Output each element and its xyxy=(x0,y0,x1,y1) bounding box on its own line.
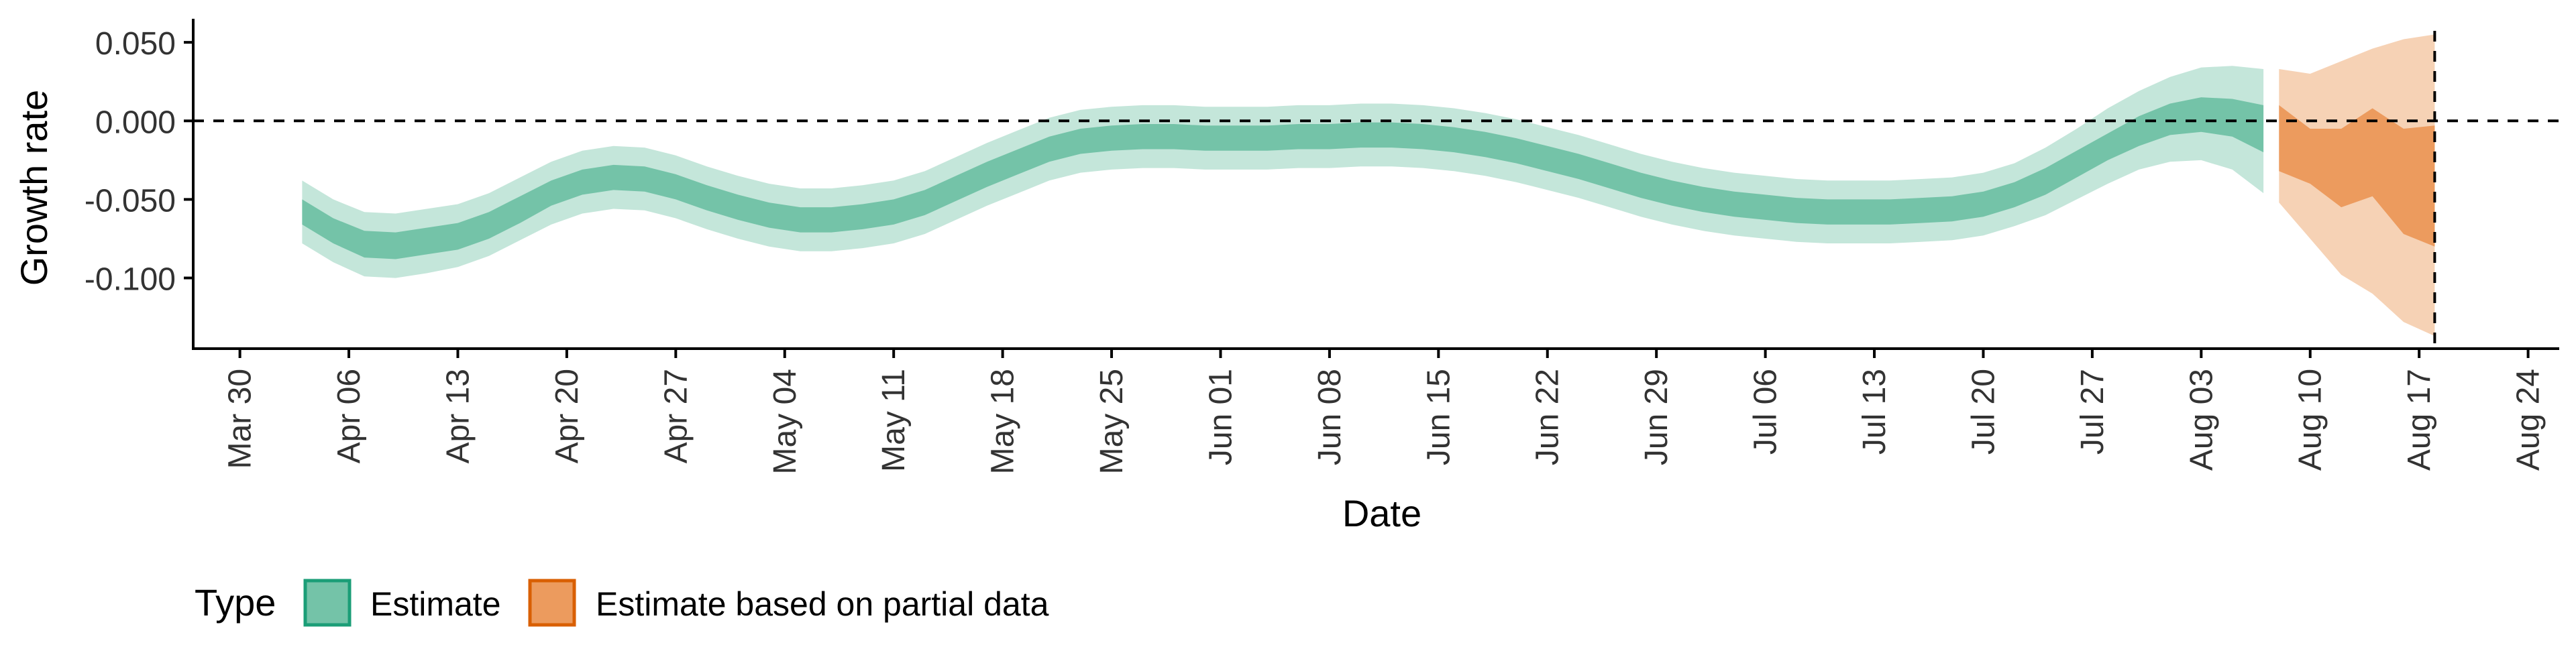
x-tick-label: Aug 17 xyxy=(2402,369,2437,471)
x-tick-label: Mar 30 xyxy=(223,369,258,469)
x-tick-label: May 11 xyxy=(876,369,912,472)
x-tick-label: Aug 10 xyxy=(2293,369,2328,471)
legend: Type Estimate Estimate based on partial … xyxy=(195,579,1049,627)
x-tick-label: Apr 13 xyxy=(441,369,476,463)
x-axis-label: Date xyxy=(1342,492,1421,534)
y-axis-label: Growth rate xyxy=(13,90,55,286)
y-tick-label: -0.100 xyxy=(85,262,176,298)
reference-lines xyxy=(193,31,2559,349)
x-tick-label: May 18 xyxy=(985,369,1021,474)
x-tick-label: Jun 15 xyxy=(1421,369,1456,465)
x-tick-label: May 04 xyxy=(767,369,803,474)
x-tick-label: Jul 06 xyxy=(1748,369,1784,455)
x-tick-label: Jun 29 xyxy=(1639,369,1674,465)
x-tick-label: Jul 20 xyxy=(1966,369,2002,455)
x-tick-label: Jul 13 xyxy=(1857,369,1892,455)
x-tick-label: Jun 22 xyxy=(1530,369,1566,465)
x-tick-label: Jun 01 xyxy=(1203,369,1239,465)
x-tick-label: Jun 08 xyxy=(1312,369,1348,465)
x-tick-label: Aug 24 xyxy=(2511,369,2546,471)
inner-interval-estimate xyxy=(302,97,2264,259)
legend-key-estimate xyxy=(303,579,352,627)
legend-title: Type xyxy=(195,581,276,624)
x-tick-label: Apr 27 xyxy=(658,369,694,463)
x-tick-label: Apr 20 xyxy=(549,369,585,463)
y-tick-label: 0.050 xyxy=(95,26,176,62)
x-tick-label: Aug 03 xyxy=(2184,369,2219,471)
y-tick-label: 0.000 xyxy=(95,105,176,140)
y-tick-label: -0.050 xyxy=(85,183,176,219)
legend-label-partial: Estimate based on partial data xyxy=(596,585,1049,623)
axes: 0.050 0.000 -0.050 -0.100 Mar 30 Apr 06 Apr 13… xyxy=(85,19,2559,474)
legend-label-estimate: Estimate xyxy=(370,585,501,623)
x-tick-label: May 25 xyxy=(1094,369,1130,474)
x-tick-label: Apr 06 xyxy=(331,369,367,463)
inner-interval-partial xyxy=(2279,105,2435,247)
ribbon-layer xyxy=(302,34,2435,337)
legend-key-partial xyxy=(528,579,576,627)
x-tick-label: Jul 27 xyxy=(2075,369,2110,455)
